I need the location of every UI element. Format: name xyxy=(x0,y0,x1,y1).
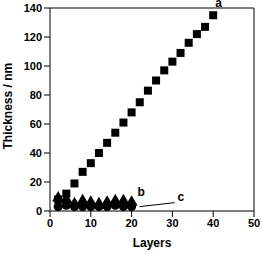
svg-text:20: 20 xyxy=(30,176,42,188)
svg-text:140: 140 xyxy=(24,2,42,14)
svg-text:20: 20 xyxy=(125,217,137,229)
svg-text:60: 60 xyxy=(30,118,42,130)
svg-text:c: c xyxy=(178,190,185,204)
svg-text:0: 0 xyxy=(36,205,42,217)
svg-text:120: 120 xyxy=(24,31,42,43)
svg-text:50: 50 xyxy=(248,217,254,229)
svg-text:100: 100 xyxy=(24,60,42,72)
svg-text:b: b xyxy=(138,185,145,199)
svg-text:Layers: Layers xyxy=(133,236,172,250)
svg-text:a: a xyxy=(215,0,222,10)
svg-text:Thickness / nm: Thickness / nm xyxy=(8,63,15,150)
svg-text:30: 30 xyxy=(166,217,178,229)
svg-text:10: 10 xyxy=(85,217,97,229)
svg-text:0: 0 xyxy=(47,217,53,229)
svg-text:80: 80 xyxy=(30,89,42,101)
svg-text:40: 40 xyxy=(30,147,42,159)
svg-text:40: 40 xyxy=(207,217,219,229)
